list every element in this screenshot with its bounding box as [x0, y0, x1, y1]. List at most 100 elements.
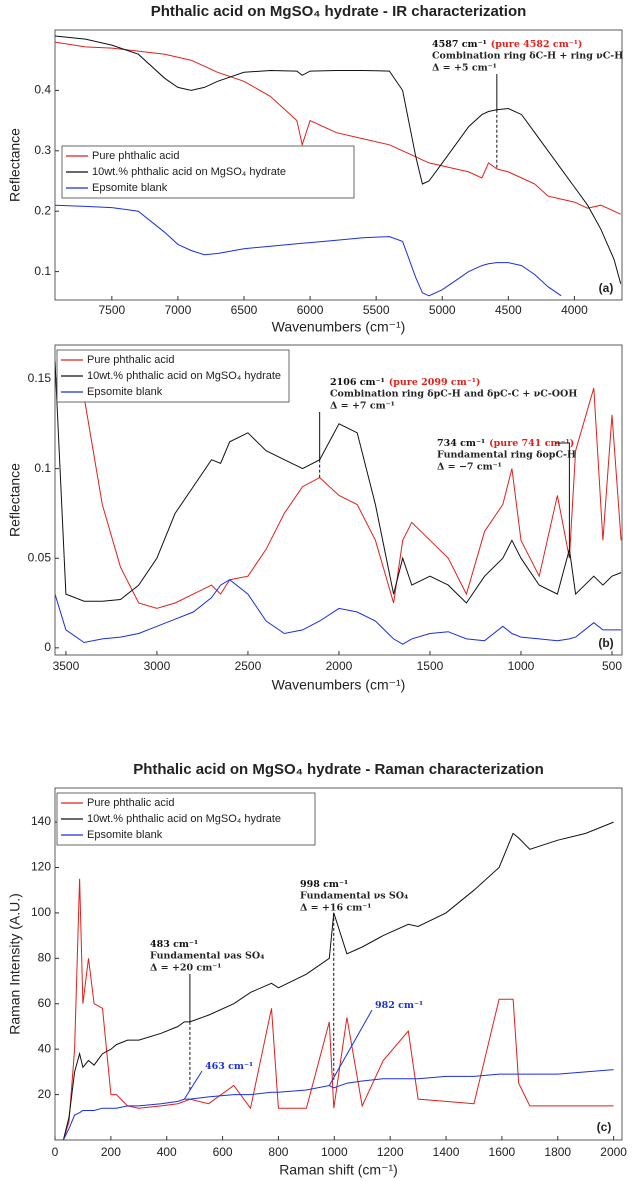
legend-label: Epsomite blank: [87, 386, 163, 398]
annotation-head: 463 cm⁻¹: [205, 1061, 253, 1072]
annotation-pure: (pure 741 cm⁻¹): [489, 438, 574, 449]
annotation-head: 483 cm⁻¹: [150, 939, 198, 950]
legend-box: [56, 349, 290, 403]
legend-label: Pure phthalic acid: [87, 797, 174, 809]
legend-box: [56, 792, 316, 846]
annotation: 998 cm⁻¹: [300, 879, 348, 890]
legend-label: 10wt.% phthalic acid on MgSO₄ hydrate: [87, 813, 281, 825]
plot-frame: [54, 787, 623, 1141]
x-tick-label: 6500: [231, 303, 258, 317]
series-line: [55, 204, 562, 297]
x-tick-label: 600: [213, 1145, 233, 1159]
y-tick-label: 120: [31, 860, 51, 874]
y-tick-label: 0.2: [34, 203, 51, 217]
annotation: 2106 cm⁻¹ (pure 2099 cm⁻¹): [330, 377, 480, 388]
annotation-line: Δ = +16 cm⁻¹: [300, 903, 371, 914]
legend-label: Pure phthalic acid: [87, 354, 174, 366]
y-tick-label: 0.3: [34, 143, 51, 157]
annotation-line: Fundamental ring δopC-H: [437, 450, 576, 461]
annotation: 4587 cm⁻¹ (pure 4582 cm⁻¹): [432, 39, 582, 50]
series-line: [55, 35, 622, 284]
plot-lines: [55, 361, 622, 645]
y-tick-label: 0.1: [34, 264, 51, 278]
series-line: [57, 1069, 614, 1140]
annotation-line: Δ = −7 cm⁻¹: [437, 462, 502, 473]
x-tick-label: 7500: [98, 303, 125, 317]
annotation-line: Δ = +7 cm⁻¹: [330, 401, 395, 412]
x-tick-label: 0: [52, 1145, 59, 1159]
y-tick-label: 60: [38, 996, 52, 1010]
x-axis-label: Raman shift (cm⁻¹): [279, 1162, 398, 1178]
x-tick-label: 1000: [508, 659, 535, 673]
x-axis-label: Wavenumbers (cm⁻¹): [272, 319, 406, 335]
annotation-line: Δ = +20 cm⁻¹: [150, 963, 221, 974]
chart-title: Phthalic acid on MgSO₄ hydrate - Raman c…: [133, 761, 544, 778]
x-tick-label: 1400: [433, 1145, 460, 1159]
x-tick-label: 4500: [495, 303, 522, 317]
x-tick-label: 1000: [321, 1145, 348, 1159]
x-tick-label: 2000: [326, 659, 353, 673]
legend-label: 10wt.% phthalic acid on MgSO₄ hydrate: [92, 166, 286, 178]
series-line: [83, 387, 622, 609]
annotation-leader: [328, 1009, 373, 1086]
y-axis-label: Reflectance: [7, 463, 23, 537]
legend-label: 10wt.% phthalic acid on MgSO₄ hydrate: [87, 370, 281, 382]
y-tick-label: 100: [31, 905, 51, 919]
y-axis-label: Reflectance: [7, 128, 23, 202]
y-tick-label: 0.1: [34, 461, 51, 475]
y-axis-label: Raman Intensity (A.U.): [7, 893, 23, 1035]
y-tick-label: 0: [44, 640, 51, 654]
annotation: 982 cm⁻¹: [375, 1000, 423, 1011]
annotation: 463 cm⁻¹: [205, 1061, 253, 1072]
x-tick-label: 2500: [235, 659, 262, 673]
plot-lines: [55, 35, 622, 297]
x-tick-label: 400: [157, 1145, 177, 1159]
x-tick-label: 1600: [489, 1145, 516, 1159]
series-line: [55, 361, 622, 604]
plot-lines: [57, 821, 614, 1140]
x-tick-label: 1200: [377, 1145, 404, 1159]
series-line: [55, 579, 622, 645]
annotation-leader: [555, 442, 570, 550]
annotation: 734 cm⁻¹ (pure 741 cm⁻¹): [437, 438, 574, 449]
x-tick-label: 1800: [544, 1145, 571, 1159]
x-tick-label: 3500: [53, 659, 80, 673]
y-tick-label: 140: [31, 814, 51, 828]
x-tick-label: 4000: [561, 303, 588, 317]
y-tick-label: 0.15: [28, 371, 52, 385]
x-tick-label: 2000: [600, 1145, 627, 1159]
annotation-head: 734 cm⁻¹: [437, 438, 485, 449]
y-tick-label: 0.4: [34, 83, 51, 97]
chart-title: Phthalic acid on MgSO₄ hydrate - IR char…: [151, 3, 527, 20]
annotation-head: 2106 cm⁻¹: [330, 377, 385, 388]
panel-label: (a): [599, 281, 614, 295]
annotation-line: Combination ring δpC-H and δpC-C + νC-OO…: [330, 389, 577, 400]
annotation-pure: (pure 2099 cm⁻¹): [389, 377, 481, 388]
annotation-leader: [183, 1070, 203, 1100]
plot-frame: [54, 29, 623, 301]
annotation-head: 998 cm⁻¹: [300, 879, 348, 890]
x-axis-label: Wavenumbers (cm⁻¹): [272, 677, 406, 693]
panel-label: (c): [597, 1120, 612, 1134]
annotation-line: Δ = +5 cm⁻¹: [432, 63, 497, 74]
x-tick-label: 1500: [417, 659, 444, 673]
annotation: 483 cm⁻¹: [150, 939, 198, 950]
x-tick-label: 3000: [144, 659, 171, 673]
legend-label: Epsomite blank: [87, 829, 163, 841]
legend-box: [61, 145, 355, 199]
annotation-head: 4587 cm⁻¹: [432, 39, 487, 50]
annotation-line: Fundamental νas SO₄: [150, 951, 264, 962]
x-tick-label: 5500: [363, 303, 390, 317]
legend-label: Epsomite blank: [92, 182, 168, 194]
series-line: [57, 821, 614, 1140]
x-tick-label: 7000: [165, 303, 192, 317]
x-tick-label: 500: [602, 659, 622, 673]
y-tick-label: 20: [38, 1087, 52, 1101]
x-tick-label: 6000: [297, 303, 324, 317]
y-tick-label: 0.05: [28, 550, 52, 564]
annotation-head: 982 cm⁻¹: [375, 1000, 423, 1011]
annotation-line: Fundamental νs SO₄: [300, 891, 408, 902]
x-tick-label: 800: [268, 1145, 288, 1159]
series-line: [57, 878, 614, 1140]
